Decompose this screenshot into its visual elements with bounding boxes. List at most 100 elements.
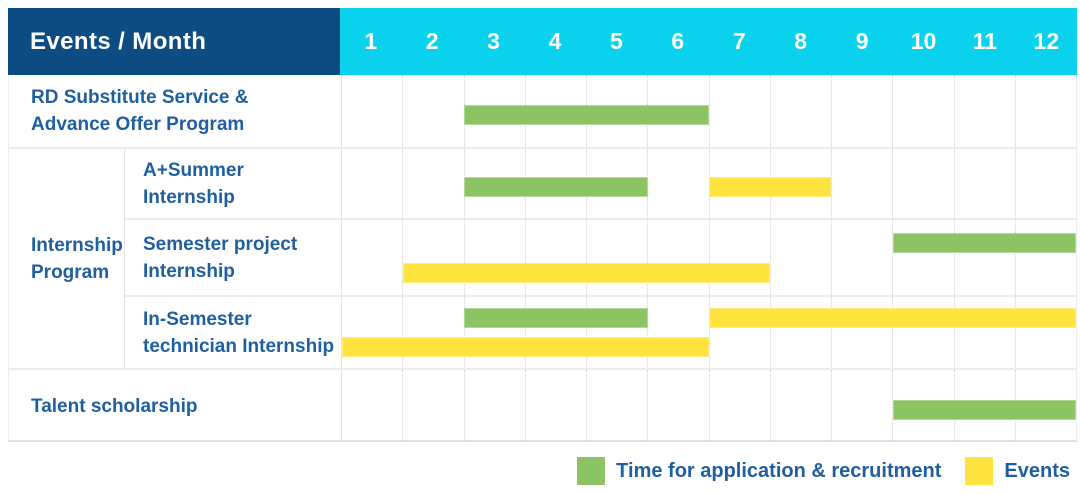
month-column-4 xyxy=(524,370,586,442)
month-column-8 xyxy=(769,297,831,368)
month-column-10 xyxy=(892,149,953,218)
month-column-10 xyxy=(892,75,953,147)
month-column-2 xyxy=(402,149,463,218)
bar-events-months-7-12 xyxy=(709,308,1076,329)
month-column-1 xyxy=(342,75,402,147)
legend-label-events: Events xyxy=(1004,459,1070,482)
month-column-5 xyxy=(586,297,647,368)
legend-label-application: Time for application & recruitment xyxy=(616,459,942,482)
row-label-line: Talent scholarship xyxy=(31,395,198,417)
legend-item-application: Time for application & recruitment xyxy=(577,457,941,485)
month-column-7 xyxy=(708,75,770,147)
month-column-8 xyxy=(769,75,831,147)
month-column-11 xyxy=(953,149,1015,218)
bar-events-months-7-8 xyxy=(709,176,832,197)
month-column-9 xyxy=(831,149,892,218)
row-chart-area xyxy=(341,220,1076,295)
row-chart-area xyxy=(341,370,1076,442)
month-header-8: 8 xyxy=(794,28,808,54)
row-chart-area xyxy=(341,149,1076,218)
month-column-7 xyxy=(708,297,770,368)
month-column-11 xyxy=(953,297,1015,368)
month-header-6: 6 xyxy=(671,28,685,54)
month-column-7 xyxy=(708,370,770,442)
table-header-row: Events / Month 1 2 3 4 5 6 7 8 9 10 11 12 xyxy=(8,8,1077,75)
month-column-4 xyxy=(524,297,586,368)
month-column-1 xyxy=(342,220,402,295)
month-gridlines xyxy=(342,297,1076,368)
month-column-11 xyxy=(953,220,1015,295)
legend: Time for application & recruitment Events xyxy=(577,456,1070,486)
table-body: RD Substitute Service & Advance Offer Pro… xyxy=(8,75,1077,442)
legend-swatch-application xyxy=(577,457,606,485)
month-column-9 xyxy=(831,370,892,442)
month-column-9 xyxy=(831,297,892,368)
legend-swatch-events xyxy=(965,457,994,485)
group-label-line: Internship xyxy=(31,234,123,256)
row-label-line: technician Internship xyxy=(143,335,335,357)
bar-events-months-1-6 xyxy=(342,337,709,358)
month-column-12 xyxy=(1014,75,1076,147)
month-gridlines xyxy=(342,220,1076,295)
row-label-line: Internship xyxy=(143,260,235,282)
row-chart-area xyxy=(341,75,1076,147)
month-column-8 xyxy=(769,370,831,442)
month-column-3 xyxy=(463,149,525,218)
month-column-3 xyxy=(463,370,525,442)
month-column-2 xyxy=(402,370,463,442)
month-header-4: 4 xyxy=(548,28,562,54)
month-column-1 xyxy=(342,370,402,442)
events-month-table: Events / Month 1 2 3 4 5 6 7 8 9 10 11 12 RD Substi… xyxy=(8,8,1077,442)
month-header-9: 9 xyxy=(855,28,869,54)
row-label-in-semester-technician-internship: In-Semester technician Internship xyxy=(9,297,341,368)
month-column-12 xyxy=(1014,297,1076,368)
month-gridlines xyxy=(342,75,1076,147)
month-header-strip: 1 2 3 4 5 6 7 8 9 10 11 12 xyxy=(340,8,1077,75)
group-label-internship-program: Internship Program xyxy=(9,149,125,368)
month-column-6 xyxy=(647,297,708,368)
bar-application-months-10-12 xyxy=(892,232,1076,253)
month-header-2: 2 xyxy=(425,28,439,54)
month-header-7: 7 xyxy=(732,28,746,54)
row-label-semester-project-internship: Semester project Internship xyxy=(9,220,341,295)
group-label-line: Program xyxy=(31,261,110,283)
bar-application-months-10-12 xyxy=(892,399,1076,420)
row-label-talent-scholarship: Talent scholarship xyxy=(9,370,341,442)
month-column-1 xyxy=(342,149,402,218)
month-column-8 xyxy=(769,220,831,295)
month-column-2 xyxy=(402,297,463,368)
month-column-12 xyxy=(1014,220,1076,295)
month-column-5 xyxy=(586,370,647,442)
row-label-line: Advance Offer Program xyxy=(31,114,245,135)
month-header-12: 12 xyxy=(1033,28,1060,54)
table-row-semester-project-internship: Semester project Internship xyxy=(9,218,1076,295)
row-chart-area xyxy=(341,297,1076,368)
month-column-6 xyxy=(647,220,708,295)
legend-item-events: Events xyxy=(965,457,1070,485)
bar-application-months-3-5 xyxy=(464,176,648,197)
table-row-in-semester-technician-internship: In-Semester technician Internship xyxy=(9,295,1076,368)
events-month-corner-header: Events / Month xyxy=(8,8,340,75)
table-row-rd-substitute-service-advance-offer-program: RD Substitute Service & Advance Offer Pro… xyxy=(9,75,1076,147)
bar-application-months-3-6 xyxy=(464,104,709,125)
bar-events-months-2-7 xyxy=(403,263,771,284)
month-header-1: 1 xyxy=(364,28,378,54)
row-label-line: In-Semester xyxy=(143,308,252,330)
row-label-line: Semester project xyxy=(143,233,298,255)
bar-application-months-3-5 xyxy=(464,308,648,329)
month-column-11 xyxy=(953,75,1015,147)
month-column-5 xyxy=(586,220,647,295)
month-column-10 xyxy=(892,220,953,295)
month-column-3 xyxy=(463,220,525,295)
month-column-4 xyxy=(524,220,586,295)
month-column-6 xyxy=(647,149,708,218)
month-column-2 xyxy=(402,75,463,147)
month-column-12 xyxy=(1014,149,1076,218)
row-label-a-summer-internship: A+Summer Internship xyxy=(9,149,341,218)
month-column-6 xyxy=(647,370,708,442)
month-column-9 xyxy=(831,220,892,295)
month-header-11: 11 xyxy=(972,28,998,54)
table-row-a-summer-internship: A+Summer Internship xyxy=(9,147,1076,218)
row-label-line: A+Summer xyxy=(143,159,244,181)
row-label-rd-substitute-service-advance-offer-program: RD Substitute Service & Advance Offer Pro… xyxy=(9,75,341,147)
